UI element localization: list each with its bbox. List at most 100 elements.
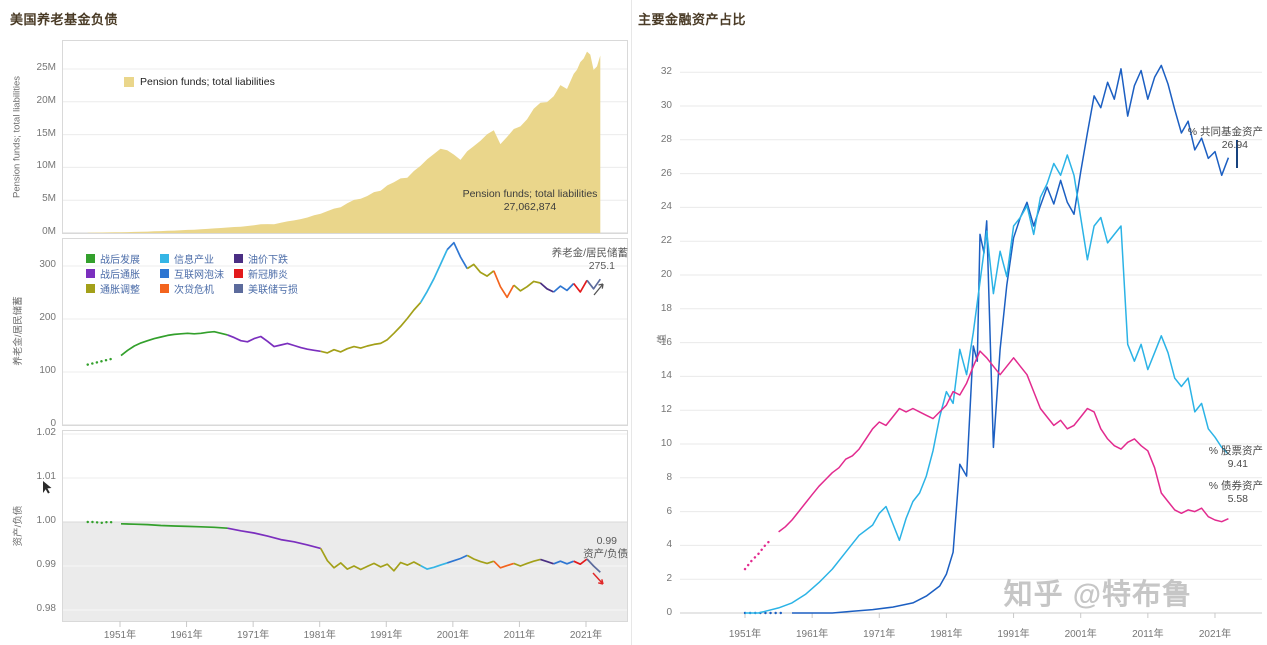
x-tick-label: 2001年 xyxy=(436,630,469,641)
left-panel-title: 美国养老基金负债 xyxy=(10,12,119,27)
legend-item[interactable]: 战后通胀 xyxy=(86,266,150,281)
y-tick-label: 4 xyxy=(666,539,672,551)
legend-swatch xyxy=(234,269,243,278)
arrow-up-right-icon xyxy=(593,283,604,296)
x-tick-label: 2021年 xyxy=(1198,629,1232,640)
annotation-value: 9.41 xyxy=(1227,458,1248,470)
low-annotation: 0.99 资产/负债 xyxy=(538,535,628,561)
y-tick-label: 1.01 xyxy=(36,471,56,482)
right-panel-title: 主要金融资产占比 xyxy=(638,12,747,27)
legend-item[interactable]: 美联储亏损 xyxy=(234,281,298,296)
x-tick-label: 1951年 xyxy=(103,630,137,641)
y-tick-label: 14 xyxy=(660,370,672,382)
x-tick-label: 1971年 xyxy=(237,630,270,641)
y-tick-label: 0M xyxy=(42,226,56,237)
annotation-value: 275.1 xyxy=(588,260,615,272)
y-tick-label: 20 xyxy=(660,269,672,280)
bond-annotation: % 债券资产 5.58 xyxy=(1148,480,1263,506)
legend-item[interactable]: 新冠肺炎 xyxy=(234,266,298,281)
legend-swatch xyxy=(124,77,134,87)
annotation-label: % 共同基金资产 xyxy=(1187,126,1263,138)
y-tick-label: 0.99 xyxy=(36,559,56,570)
annotation-label: % 股票资产 xyxy=(1208,445,1263,457)
y-tick-label: 5M xyxy=(42,193,56,205)
annotation-label: % 债券资产 xyxy=(1208,480,1263,492)
legend-label: 互联网泡沫 xyxy=(174,270,224,281)
y-tick-label: 1.02 xyxy=(36,427,56,438)
arrow-down-right-icon xyxy=(592,572,604,585)
y-tick-label: 22 xyxy=(660,235,672,247)
annotation-value: 0.99 xyxy=(596,535,617,547)
annotation-value: 27,062,874 xyxy=(503,201,557,213)
y-tick-label: 10M xyxy=(36,160,56,172)
y-tick-label: 200 xyxy=(39,312,56,323)
y-tick-label: 300 xyxy=(39,259,56,270)
pin-icon xyxy=(42,480,54,494)
y-tick-label: 25M xyxy=(36,62,56,73)
legend-item[interactable]: 战后发展 xyxy=(86,251,150,266)
annotation-label: Pension funds; total liabilities xyxy=(462,188,598,200)
y-tick-label: 24 xyxy=(660,201,672,213)
y-tick-label: 12 xyxy=(660,404,672,416)
mid-y-axis-title: 养老金/居民储蓄 xyxy=(13,296,24,366)
annotation-value: 5.58 xyxy=(1227,493,1248,505)
x-tick-label: 1981年 xyxy=(930,629,963,640)
area-legend[interactable]: Pension funds; total liabilities xyxy=(124,76,275,88)
legend-label: 通胀调整 xyxy=(100,285,140,296)
y-tick-label: 100 xyxy=(39,365,56,376)
legend-item[interactable]: 信息产业 xyxy=(160,251,224,266)
y-tick-label: 28 xyxy=(660,133,672,145)
x-tick-label: 1951年 xyxy=(728,629,762,640)
y-tick-label: 0 xyxy=(50,418,56,429)
pension-savings-ratio-chart[interactable] xyxy=(62,238,628,426)
legend-label: 美联储亏损 xyxy=(248,285,298,296)
financial-assets-share-chart[interactable] xyxy=(680,60,1262,618)
legend-swatch xyxy=(234,284,243,293)
area-annotation: Pension funds; total liabilities 27,062,… xyxy=(436,188,624,214)
x-tick-label: 2001年 xyxy=(1064,629,1097,640)
legend-label: 油价下跌 xyxy=(248,255,288,266)
legend-item[interactable]: 次贷危机 xyxy=(160,281,224,296)
pension-liabilities-chart[interactable] xyxy=(62,40,628,234)
era-legend: 战后发展 战后通胀通胀调整 信息产业互联网泡沫次贷危机 油价下跌新冠肺炎美联储亏损 xyxy=(86,251,298,296)
x-tick-label: 1961年 xyxy=(796,629,829,640)
y-tick-label: 6 xyxy=(666,505,672,517)
legend-label: 新冠肺炎 xyxy=(248,270,288,281)
mutual-fund-annotation: % 共同基金资产 26.94 xyxy=(1148,126,1263,152)
legend-label: Pension funds; total liabilities xyxy=(140,76,275,88)
mid-annotation: 养老金/居民储蓄 275.1 xyxy=(520,247,628,273)
legend-item[interactable]: 通胀调整 xyxy=(86,281,150,296)
y-tick-label: 26 xyxy=(660,167,672,179)
watermark: 知乎 @特布鲁 xyxy=(1003,579,1192,611)
stock-annotation: % 股票资产 9.41 xyxy=(1148,445,1263,471)
y-tick-label: 0 xyxy=(666,607,672,618)
y-tick-label: 10 xyxy=(660,438,672,449)
x-tick-label: 1971年 xyxy=(863,629,896,640)
y-tick-label: 1.00 xyxy=(36,515,56,526)
x-tick-label: 1981年 xyxy=(303,630,336,641)
legend-swatch xyxy=(86,254,95,263)
legend-label: 战后发展 xyxy=(100,255,140,266)
legend-swatch xyxy=(160,254,169,263)
panel-divider xyxy=(631,0,632,645)
y-tick-label: 2 xyxy=(666,573,672,585)
annotation-value: 26.94 xyxy=(1221,139,1248,151)
x-tick-label: 2011年 xyxy=(503,630,536,641)
x-tick-label: 1961年 xyxy=(170,630,203,641)
legend-label: 次贷危机 xyxy=(174,285,214,296)
y-tick-label: 18 xyxy=(660,302,672,314)
legend-item[interactable]: 油价下跌 xyxy=(234,251,298,266)
x-tick-label: 2021年 xyxy=(569,630,603,641)
legend-swatch xyxy=(160,269,169,278)
assets-liabilities-ratio-chart[interactable] xyxy=(62,430,628,622)
legend-swatch xyxy=(86,284,95,293)
y-tick-label: 16 xyxy=(660,336,672,348)
x-tick-label: 1991年 xyxy=(997,629,1030,640)
annotation-label: 养老金/居民储蓄 xyxy=(551,247,628,259)
y-tick-label: 15M xyxy=(36,127,56,139)
legend-swatch xyxy=(86,269,95,278)
legend-swatch xyxy=(234,254,243,263)
legend-item[interactable]: 互联网泡沫 xyxy=(160,266,224,281)
legend-swatch xyxy=(160,284,169,293)
